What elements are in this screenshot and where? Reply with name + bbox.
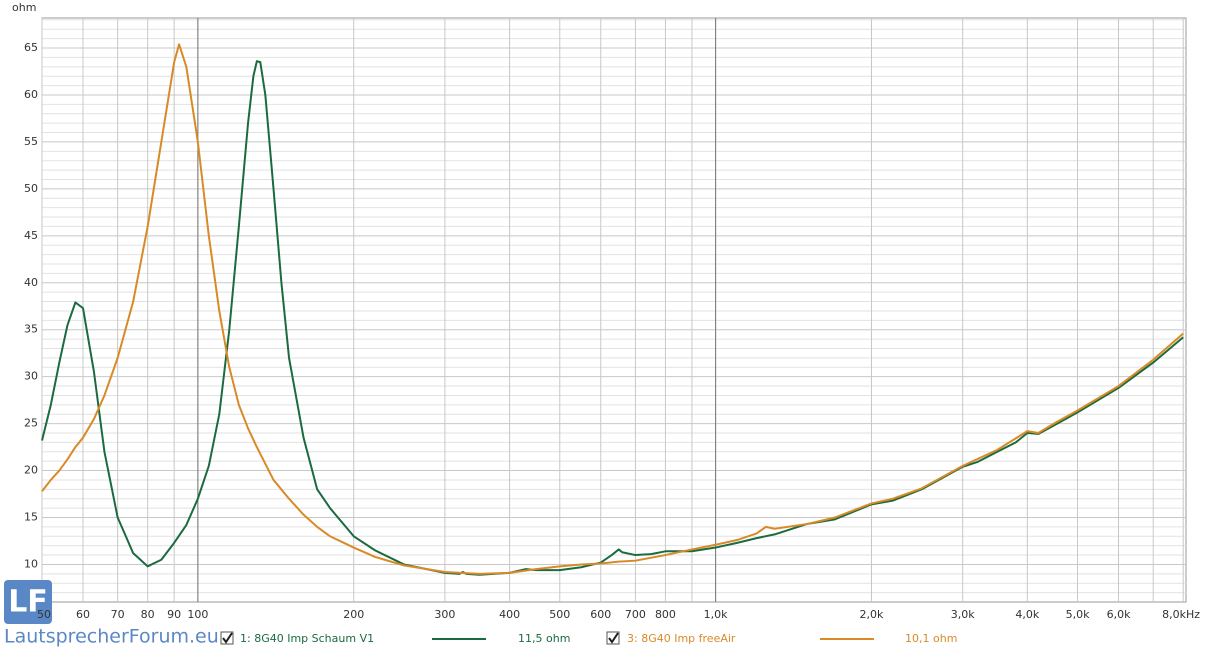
x-tick-label: 80 [141, 608, 155, 621]
y-tick-label: 15 [24, 510, 38, 523]
y-tick-label: 65 [24, 41, 38, 54]
checkmark [608, 632, 619, 644]
grid [41, 18, 1186, 602]
y-tick-label: 45 [24, 229, 38, 242]
legend-value: 10,1 ohm [905, 632, 957, 645]
legend-label: 1: 8G40 Imp Schaum V1 [240, 632, 374, 645]
x-tick-label: 6,0k [1107, 608, 1131, 621]
x-tick-label: 2,0k [860, 608, 884, 621]
legend-label: 3: 8G40 Imp freeAir [627, 632, 736, 645]
y-unit: ohm [12, 1, 36, 14]
x-tick-label: 800 [655, 608, 676, 621]
x-tick-label: 90 [167, 608, 181, 621]
x-tick-label: 5,0k [1066, 608, 1090, 621]
x-tick-label: 4,0k [1015, 608, 1039, 621]
x-tick-label: 600 [590, 608, 611, 621]
logo-box [4, 580, 52, 624]
y-tick-label: 10 [24, 557, 38, 570]
x-tick-label: 70 [111, 608, 125, 621]
x-tick-label: 300 [434, 608, 455, 621]
x-tick-label: 3,0k [951, 608, 975, 621]
legend: 1: 8G40 Imp Schaum V1 11,5 ohm 3: 8G40 Imp… [220, 631, 957, 645]
y-tick-label: 30 [24, 370, 38, 383]
x-tick-label: 60 [76, 608, 90, 621]
logo-text: LF [8, 585, 48, 620]
x-tick-label: 700 [625, 608, 646, 621]
impedance-curve [41, 43, 1184, 575]
y-tick-label: 25 [24, 417, 38, 430]
y-tick-label: 40 [24, 276, 38, 289]
x-tick-label: 200 [343, 608, 364, 621]
logo: LF LautsprecherForum.eu [4, 580, 219, 648]
y-tick-label: 35 [24, 323, 38, 336]
y-tick-label: 50 [24, 182, 38, 195]
checkmark [222, 632, 233, 644]
y-tick-label: 20 [24, 464, 38, 477]
x-tick-label: 100 [187, 608, 208, 621]
x-tick-label: 50 [37, 608, 51, 621]
legend-value: 11,5 ohm [518, 632, 570, 645]
plot-area [41, 17, 1187, 603]
y-tick-label: 55 [24, 135, 38, 148]
site-name: LautsprecherForum.eu [4, 626, 219, 648]
x-tick-label: 8,0kHz [1162, 608, 1200, 621]
x-tick-label: 1,0k [704, 608, 728, 621]
x-tick-label: 400 [499, 608, 520, 621]
x-tick-label: 500 [549, 608, 570, 621]
y-tick-label: 60 [24, 88, 38, 101]
